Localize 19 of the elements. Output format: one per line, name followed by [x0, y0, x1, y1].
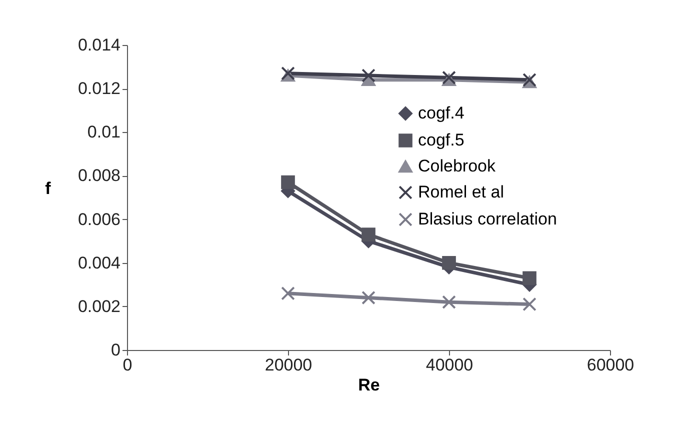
legend-label: Romel et al [418, 182, 504, 202]
x-tick-label: 20000 [264, 356, 312, 374]
y-tick-label: 0.006 [78, 210, 120, 229]
y-tick-label: 0.004 [78, 253, 120, 272]
legend-label: cogf.5 [418, 130, 464, 150]
x-axis-title: Re [358, 376, 380, 394]
y-tick-label: 0.008 [78, 166, 120, 186]
legend-label: cogf.4 [418, 104, 464, 122]
y-tick-label: 0.014 [78, 36, 120, 54]
x-tick-label: 60000 [586, 356, 634, 374]
x-tick-label: 40000 [426, 356, 474, 374]
y-axis-title: f [45, 179, 52, 198]
legend-label: Blasius correlation [418, 210, 557, 228]
y-tick-label: 0 [111, 340, 120, 360]
legend-label: Colebrook [418, 156, 496, 176]
y-tick-label: 0.002 [78, 296, 120, 316]
y-tick-label: 0.01 [87, 122, 120, 142]
x-tick-label: 0 [122, 356, 132, 374]
y-tick-label: 0.012 [78, 79, 120, 98]
